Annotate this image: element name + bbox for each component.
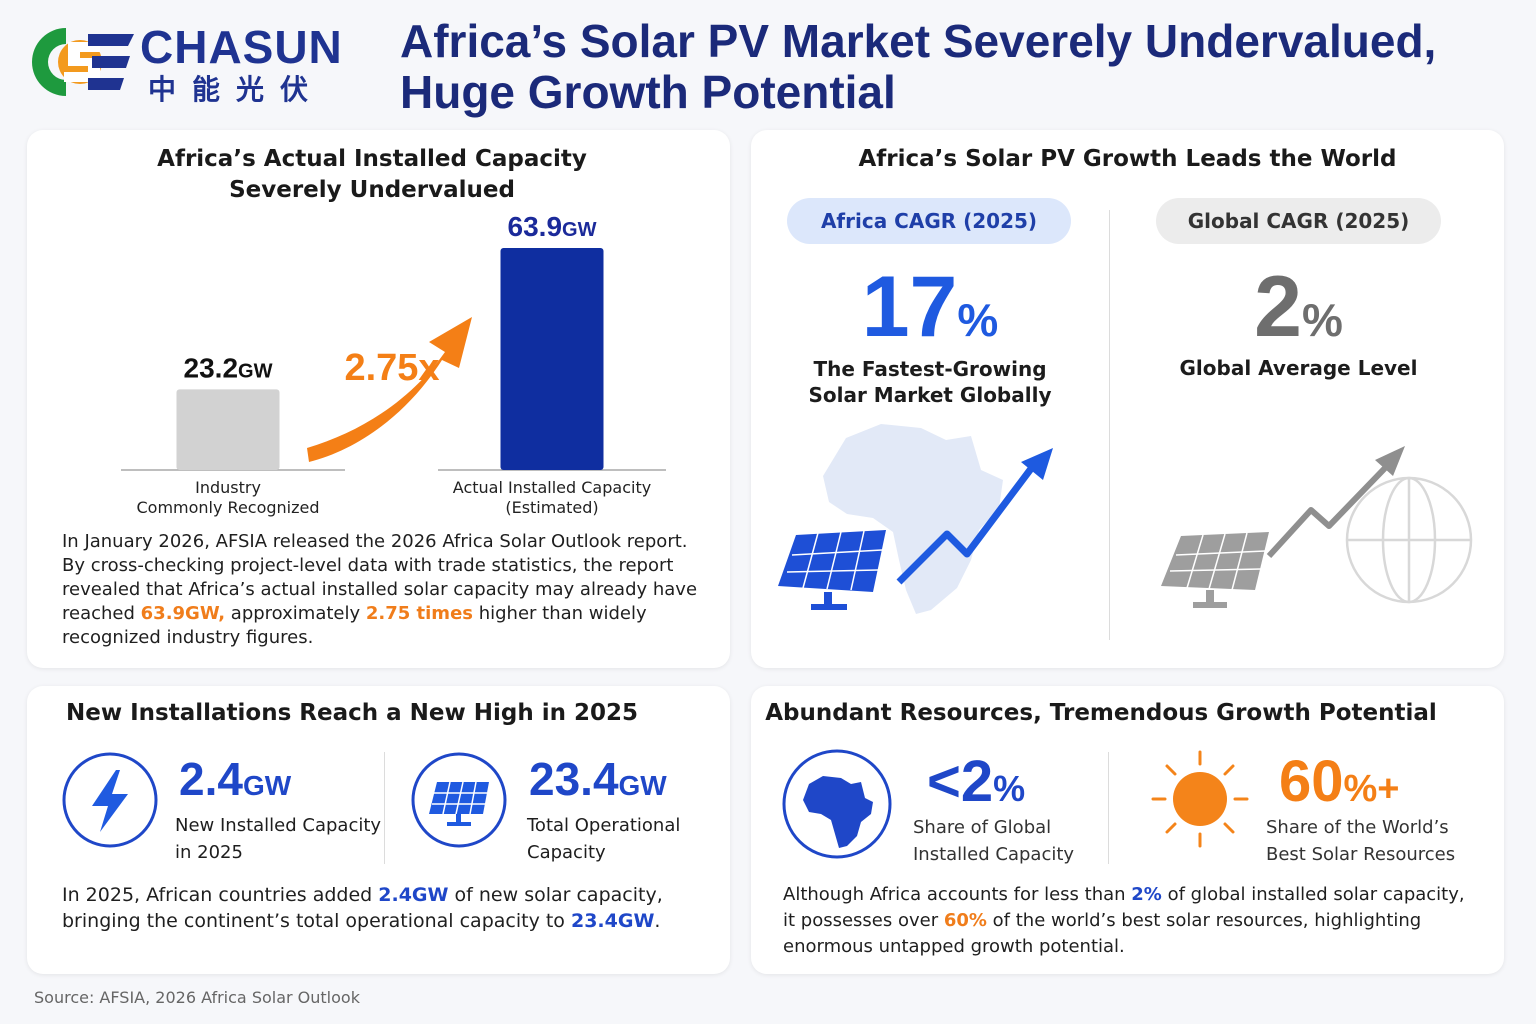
global-share-caption-line1: Share of Global: [913, 817, 1052, 838]
card4-para-text-2: of global installed solar capacity, it p…: [783, 884, 1465, 931]
global-growth-illustration: [1161, 446, 1473, 608]
card3-para-text-3: .: [654, 910, 661, 932]
card1-para-highlight-2: 2.75 times: [365, 603, 473, 624]
header: CHASUN 中能光伏 Africa’s Solar PV Market Sev…: [0, 0, 1536, 125]
global-share-number: <2: [927, 749, 994, 814]
card4-para-highlight-1: 2%: [1131, 884, 1162, 905]
capacity-undervalued-card: Africa’s Actual Installed Capacity Sever…: [27, 130, 730, 668]
bar-1: [500, 248, 604, 470]
card3-title: New Installations Reach a New High in 20…: [65, 700, 638, 726]
page-title: Africa’s Solar PV Market Severely Underv…: [400, 16, 1510, 118]
best-resources-caption-line2: Best Solar Resources: [1266, 844, 1456, 865]
category-label-0-1: Commonly Recognized: [136, 498, 319, 517]
new-capacity-caption-line2: in 2025: [175, 842, 243, 863]
global-cagr-unit: %: [1301, 294, 1343, 346]
total-capacity-caption-line1: Total Operational: [527, 815, 681, 836]
global-cagr-caption: Global Average Level: [1179, 356, 1418, 380]
africa-cagr-caption-line1: The Fastest-Growing: [813, 357, 1047, 381]
global-share-value: <2%: [927, 748, 1025, 815]
bar-value-label-1: 63.9GW: [508, 211, 597, 242]
card1-title: Africa’s Actual Installed Capacity Sever…: [27, 144, 717, 206]
multiplier-label: 2.75x: [344, 347, 439, 389]
bar-0: [176, 389, 280, 470]
africa-cagr-caption-line2: Solar Market Globally: [808, 383, 1052, 407]
africa-growth-illustration: [778, 424, 1053, 614]
new-installations-card: New Installations Reach a New High in 20…: [27, 686, 730, 974]
card4-para-text-3: of the world’s best solar resources, hig…: [783, 910, 1422, 957]
new-capacity-caption: New Installed Capacity in 2025: [175, 812, 381, 866]
card1-title-line2: Severely Undervalued: [229, 177, 515, 203]
solar-panel-icon: [1161, 532, 1269, 608]
africa-map-icon: [823, 424, 1003, 614]
resources-card: Abundant Resources, Tremendous Growth Po…: [751, 686, 1504, 974]
card2-title: Africa’s Solar PV Growth Leads the World: [858, 146, 1397, 172]
card3-para-highlight-2: 23.4GW: [570, 910, 655, 932]
global-share-caption: Share of Global Installed Capacity: [913, 814, 1074, 868]
best-resources-value: 60%+: [1279, 748, 1400, 815]
africa-cagr-unit: %: [957, 294, 999, 346]
best-resources-unit: %+: [1343, 768, 1400, 810]
card1-paragraph: In January 2026, AFSIA released the 2026…: [62, 530, 702, 650]
bar-value-label-0: 23.2GW: [184, 352, 273, 383]
page-title-line1: Africa’s Solar PV Market Severely Underv…: [400, 15, 1437, 67]
best-resources-caption-line1: Share of the World’s: [1266, 817, 1449, 838]
total-capacity-number: 23.4: [529, 753, 619, 805]
global-share-caption-line2: Installed Capacity: [913, 844, 1075, 865]
brand-name-en: CHASUN: [140, 21, 343, 73]
new-capacity-caption-line1: New Installed Capacity: [175, 815, 382, 836]
africa-cagr-number: 17: [861, 259, 958, 355]
card3-paragraph: In 2025, African countries added 2.4GW o…: [62, 882, 702, 934]
brand-name-cn: 中能光伏: [148, 73, 325, 106]
card1-title-line1: Africa’s Actual Installed Capacity: [157, 146, 587, 172]
africa-cagr-value: 17%: [751, 258, 1109, 357]
new-capacity-number: 2.4: [179, 753, 243, 805]
africa-cagr-pill: Africa CAGR (2025): [787, 198, 1071, 244]
card1-para-highlight-1: 63.9GW,: [140, 603, 226, 624]
card3-divider: [384, 752, 385, 864]
globe-icon: [1345, 476, 1473, 604]
card2-divider: [1109, 210, 1110, 640]
page-title-line2: Huge Growth Potential: [400, 66, 896, 118]
card4-paragraph: Although Africa accounts for less than 2…: [783, 882, 1473, 960]
global-cagr-number: 2: [1254, 259, 1302, 355]
trend-up-arrow-icon: [1266, 446, 1405, 559]
total-capacity-caption-line2: Capacity: [527, 842, 606, 863]
total-capacity-value: 23.4GW: [529, 752, 667, 806]
best-resources-caption: Share of the World’s Best Solar Resource…: [1266, 814, 1455, 868]
card1-para-text-2: approximately: [225, 603, 366, 624]
card4-para-text-1: Although Africa accounts for less than: [783, 884, 1132, 905]
solar-panel-icon: [778, 530, 886, 610]
total-capacity-caption: Total Operational Capacity: [527, 812, 680, 866]
solar-panel-icon: [411, 752, 507, 848]
card3-para-text-1: In 2025, African countries added: [62, 884, 379, 906]
source-note: Source: AFSIA, 2026 Africa Solar Outlook: [34, 988, 360, 1007]
global-share-unit: %: [993, 768, 1026, 809]
trend-up-arrow-icon: [896, 448, 1053, 585]
best-resources-number: 60: [1279, 749, 1344, 814]
africa-map-icon: [782, 749, 892, 859]
card1-para-text-3: higher than widely recognized industry f…: [62, 603, 647, 648]
africa-cagr-caption: The Fastest-Growing Solar Market Globall…: [751, 356, 1109, 408]
card3-para-text-2: of new solar capacity, bringing the cont…: [62, 884, 663, 932]
global-cagr-pill: Global CAGR (2025): [1156, 198, 1441, 244]
category-label-1-0: Actual Installed Capacity: [453, 478, 651, 497]
lightning-icon: [62, 752, 158, 848]
growth-leads-card: Africa’s Solar PV Growth Leads the World…: [751, 130, 1504, 668]
growth-arrow-icon: [307, 317, 472, 462]
sun-icon: [1151, 750, 1249, 848]
new-capacity-value: 2.4GW: [179, 752, 291, 806]
card1-para-text-1: In January 2026, AFSIA released the 2026…: [62, 531, 698, 624]
card4-para-highlight-2: 60%: [943, 910, 987, 931]
brand-logo: CHASUN 中能光伏: [30, 21, 370, 106]
new-capacity-unit: GW: [242, 770, 292, 801]
category-label-1-1: (Estimated): [505, 498, 598, 517]
card4-divider: [1108, 752, 1109, 864]
category-label-0-0: Industry: [195, 478, 261, 497]
card4-title: Abundant Resources, Tremendous Growth Po…: [765, 700, 1437, 726]
global-cagr-value: 2%: [1156, 258, 1441, 357]
chasun-logo-icon: [32, 28, 134, 96]
total-capacity-unit: GW: [618, 770, 667, 801]
card3-para-highlight-1: 2.4GW: [378, 884, 449, 906]
